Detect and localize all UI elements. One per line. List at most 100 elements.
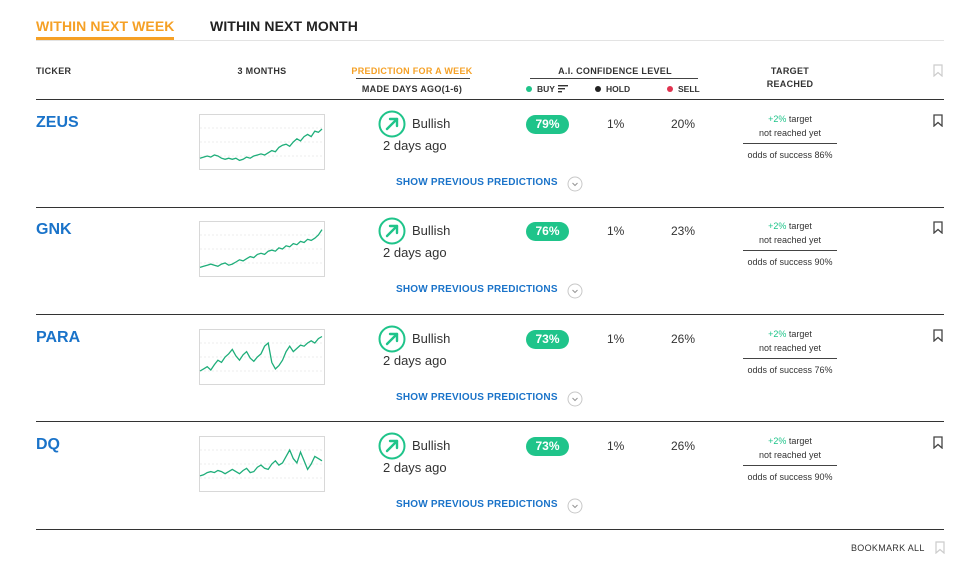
target-status: not reached yet <box>758 343 822 353</box>
buy-confidence-badge: 73% <box>526 437 569 456</box>
divider <box>36 529 944 530</box>
target-separator <box>743 358 837 359</box>
table-row: PARA Bullish 2 days ago 73% 1% 26% +2% t… <box>0 315 974 422</box>
ticker-link[interactable]: GNK <box>36 221 72 238</box>
header-bookmark-icon[interactable] <box>933 64 943 77</box>
column-header-confidence: A.I. CONFIDENCE LEVEL <box>558 66 672 76</box>
sell-confidence: 26% <box>671 332 696 346</box>
bookmark-icon[interactable] <box>933 114 943 127</box>
odds-of-success: odds of success 76% <box>747 365 833 375</box>
price-sparkline <box>199 329 325 385</box>
sell-confidence: 20% <box>671 117 696 131</box>
table-row: ZEUS Bullish 2 days ago 79% 1% 20% +2% t… <box>0 100 974 207</box>
target-status: not reached yet <box>758 235 822 245</box>
target-label: target <box>788 329 812 339</box>
hold-confidence: 1% <box>607 117 625 131</box>
bullish-arrow-icon <box>378 325 406 353</box>
buy-confidence-badge: 76% <box>526 222 569 241</box>
bookmark-icon[interactable] <box>933 329 943 342</box>
sell-dot-icon <box>667 86 673 92</box>
column-header-prediction[interactable]: PREDICTION FOR A WEEK <box>351 66 473 76</box>
target-status: not reached yet <box>758 128 822 138</box>
target-percent: +2% <box>768 114 787 124</box>
bullish-arrow-icon <box>378 110 406 138</box>
target-separator <box>743 250 837 251</box>
column-header-made-days-ago: MADE DAYS AGO(1-6) <box>361 84 463 94</box>
prediction-direction: Bullish <box>412 223 451 238</box>
divider <box>36 99 944 100</box>
prediction-direction: Bullish <box>412 331 451 346</box>
prediction-header-underline <box>356 78 470 79</box>
legend-sell: SELL <box>667 84 700 94</box>
target-percent: +2% <box>768 221 787 231</box>
chevron-down-icon[interactable] <box>567 498 583 514</box>
show-previous-predictions-link[interactable]: SHOW PREVIOUS PREDICTIONS <box>396 392 558 403</box>
sort-icon[interactable] <box>557 85 568 93</box>
bookmark-icon[interactable] <box>933 221 943 234</box>
sell-confidence: 26% <box>671 439 696 453</box>
tab-within-next-month[interactable]: WITHIN NEXT MONTH <box>210 18 358 34</box>
prediction-age: 2 days ago <box>383 460 447 475</box>
price-sparkline <box>199 436 325 492</box>
chevron-down-icon[interactable] <box>567 391 583 407</box>
odds-of-success: odds of success 90% <box>747 257 833 267</box>
target-status: not reached yet <box>758 450 822 460</box>
chevron-down-icon[interactable] <box>567 176 583 192</box>
buy-confidence-badge: 73% <box>526 330 569 349</box>
sparkline-path <box>199 335 323 372</box>
odds-of-success: odds of success 86% <box>747 150 833 160</box>
column-header-ticker: TICKER <box>36 66 72 76</box>
column-header-reached: REACHED <box>766 79 814 89</box>
hold-confidence: 1% <box>607 439 625 453</box>
table-row: GNK Bullish 2 days ago 76% 1% 23% +2% ta… <box>0 207 974 314</box>
tab-within-next-week[interactable]: WITHIN NEXT WEEK <box>36 18 175 40</box>
legend-buy-label: BUY <box>537 84 555 94</box>
buy-dot-icon <box>526 86 532 92</box>
target-label: target <box>788 436 812 446</box>
period-tabs: WITHIN NEXT WEEK WITHIN NEXT MONTH <box>36 18 944 41</box>
target-separator <box>743 143 837 144</box>
confidence-header-underline <box>530 78 698 79</box>
bookmark-all-button[interactable]: BOOKMARK ALL <box>851 543 925 553</box>
hold-confidence: 1% <box>607 332 625 346</box>
divider <box>36 314 944 315</box>
show-previous-predictions-link[interactable]: SHOW PREVIOUS PREDICTIONS <box>396 284 558 295</box>
sell-confidence: 23% <box>671 224 696 238</box>
column-header-target: TARGET <box>770 66 810 76</box>
bookmark-icon[interactable] <box>933 436 943 449</box>
prediction-direction: Bullish <box>412 438 451 453</box>
ticker-link[interactable]: DQ <box>36 436 60 453</box>
target-percent: +2% <box>768 436 787 446</box>
legend-buy[interactable]: BUY <box>526 84 568 94</box>
target-info: +2% target not reached yet odds of succe… <box>740 112 840 162</box>
chevron-down-icon[interactable] <box>567 283 583 299</box>
prediction-age: 2 days ago <box>383 245 447 260</box>
target-info: +2% target not reached yet odds of succe… <box>740 327 840 377</box>
sparkline-path <box>199 448 323 477</box>
prediction-age: 2 days ago <box>383 353 447 368</box>
target-percent: +2% <box>768 329 787 339</box>
price-sparkline <box>199 221 325 277</box>
legend-sell-label: SELL <box>678 84 700 94</box>
price-sparkline <box>199 114 325 170</box>
divider <box>36 207 944 208</box>
bookmark-all-icon[interactable] <box>935 541 945 554</box>
odds-of-success: odds of success 90% <box>747 472 833 482</box>
ticker-link[interactable]: PARA <box>36 329 81 346</box>
ticker-link[interactable]: ZEUS <box>36 114 79 131</box>
show-previous-predictions-link[interactable]: SHOW PREVIOUS PREDICTIONS <box>396 177 558 188</box>
sparkline-path <box>199 229 323 269</box>
legend-hold-label: HOLD <box>606 84 631 94</box>
bullish-arrow-icon <box>378 432 406 460</box>
target-info: +2% target not reached yet odds of succe… <box>740 434 840 484</box>
prediction-age: 2 days ago <box>383 138 447 153</box>
hold-dot-icon <box>595 86 601 92</box>
column-header-3-months: 3 MONTHS <box>237 66 287 76</box>
buy-confidence-badge: 79% <box>526 115 569 134</box>
divider <box>36 421 944 422</box>
target-label: target <box>788 114 812 124</box>
show-previous-predictions-link[interactable]: SHOW PREVIOUS PREDICTIONS <box>396 499 558 510</box>
legend-hold: HOLD <box>595 84 630 94</box>
bullish-arrow-icon <box>378 217 406 245</box>
table-row: DQ Bullish 2 days ago 73% 1% 26% +2% tar… <box>0 422 974 529</box>
